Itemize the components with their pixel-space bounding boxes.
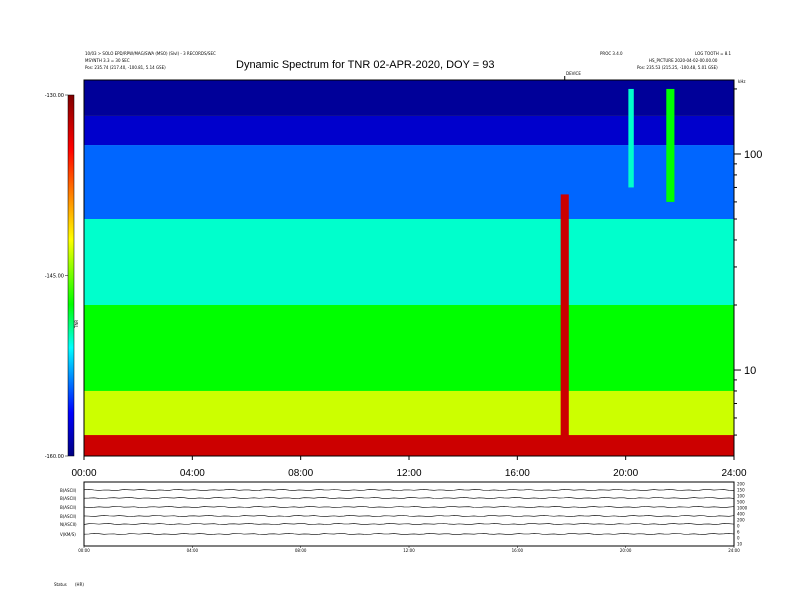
sub-panel-trace-4 <box>83 523 735 525</box>
spectrum-band-3 <box>84 219 734 305</box>
colorbar-tick-label-1: -145.00 <box>45 274 64 280</box>
sub-panel-trace-5 <box>83 532 735 535</box>
spectrum-band-4 <box>84 304 734 391</box>
sub-x-tick-label-4: 16:00 <box>512 548 524 553</box>
sub-x-tick-label-5: 20:00 <box>620 548 632 553</box>
x-tick-label-0: 00:00 <box>71 468 96 479</box>
sub-x-tick-label-3: 12:00 <box>403 548 415 553</box>
sub-panel-right-tick-4: 1000 <box>737 506 748 511</box>
top-right-tag: kHz <box>738 79 746 84</box>
spectrum-band-6 <box>84 435 734 456</box>
sub-panel-right-tick-6: 200 <box>737 518 745 523</box>
colorbar: -130.00 -145.00 -160.00 TNR <box>45 93 79 460</box>
header-right-mid: PROC 3.4.0 <box>600 51 623 56</box>
y-tick-label-0: 100 <box>744 149 762 161</box>
sub-x-tick-label-6: 24:00 <box>728 548 740 553</box>
header-right-line-3: Pos: 235.53 (215.25, -100.48, 5.01 GSE) <box>637 65 718 70</box>
colorbar-tick-label-0: -130.00 <box>45 93 64 99</box>
sub-panel-right-tick-0: 200 <box>737 482 745 487</box>
colorbar-bar <box>67 94 75 457</box>
sub-x-tick-label-1: 04:00 <box>187 548 199 553</box>
sub-panel-right-tick-1: 150 <box>737 488 745 493</box>
sub-panel-trace-1 <box>83 496 735 499</box>
sub-panel-frame <box>83 481 735 547</box>
sub-panel-right-tick-3: 500 <box>737 500 745 505</box>
spectrum-plot-area <box>83 79 735 457</box>
sub-panel-right-tick-7: 0 <box>737 524 740 529</box>
sub-panel-label-5: V(KM/S) <box>60 532 76 537</box>
sub-panel-label-3: B(ASCII) <box>60 514 77 519</box>
sub-panels: B(ASCII) B(ASCII) B(ASCII) B(ASCII) N(ASCII)… <box>60 481 748 553</box>
footer-label-status: Status <box>54 582 67 587</box>
colorbar-label: TNR <box>74 320 79 329</box>
sub-panel-trace-2 <box>83 505 735 508</box>
sub-panel-right-tick-10: 10 <box>737 542 743 547</box>
header-right-line-1: LOG TOOTH = 8.1 <box>695 51 732 56</box>
marker-label: DEVICE <box>566 71 581 76</box>
sub-panel-right-tick-2: 100 <box>737 494 745 499</box>
sub-panel-label-1: B(ASCII) <box>60 496 77 501</box>
spectrum-marks: 00:00 04:00 08:00 12:00 16:00 20:00 24:00 100 10 <box>71 76 762 479</box>
burst-0 <box>560 194 569 456</box>
sub-panel-label-4: N(ASCII) <box>60 522 77 527</box>
sub-x-tick-label-2: 08:00 <box>295 548 307 553</box>
sub-panel-right-tick-5: 400 <box>737 512 745 517</box>
x-tick-label-6: 24:00 <box>721 468 746 479</box>
x-tick-label-1: 04:00 <box>180 468 205 479</box>
footer-label-hr: (HR) <box>75 582 84 587</box>
sub-panel-label-2: B(ASCII) <box>60 505 77 510</box>
header-left-line-3: Pos: 235.74 (217.40, -100.81, 5.14 GSE) <box>85 65 166 70</box>
sub-panel-trace-0 <box>83 489 735 491</box>
sub-panel-right-tick-8: 6 <box>737 530 740 535</box>
sub-panel-right-tick-9: 0 <box>737 536 740 541</box>
sub-panel-label-0: B(ASCII) <box>60 488 77 493</box>
header-left-line-1: 10/03 > SOLO EPD/RPW/MAG/SWA (MSO) (Slvl… <box>85 51 216 56</box>
colorbar-tick-label-2: -160.00 <box>45 454 64 460</box>
spectrum-band-1 <box>84 115 734 146</box>
x-tick-label-5: 20:00 <box>613 468 638 479</box>
burst-1 <box>628 88 634 188</box>
y-tick-label-1: 10 <box>744 365 756 377</box>
burst-2 <box>666 88 675 202</box>
header-right-line-2: HS_PICTURE 2020-04-02-00.00.00 <box>649 58 718 63</box>
spectrum-band-5 <box>84 390 734 436</box>
chart-title: Dynamic Spectrum for TNR 02-APR-2020, DO… <box>236 59 495 71</box>
sub-panel-trace-3 <box>83 514 735 517</box>
header-left-line-2: MSYNTH 3.3 = 30 SEC <box>85 58 130 63</box>
x-tick-label-4: 16:00 <box>505 468 530 479</box>
sub-x-tick-label-0: 00:00 <box>78 548 90 553</box>
spectrum-band-2 <box>84 145 734 220</box>
x-tick-label-3: 12:00 <box>396 468 421 479</box>
x-tick-label-2: 08:00 <box>288 468 313 479</box>
spectrum-band-0 <box>84 80 734 116</box>
